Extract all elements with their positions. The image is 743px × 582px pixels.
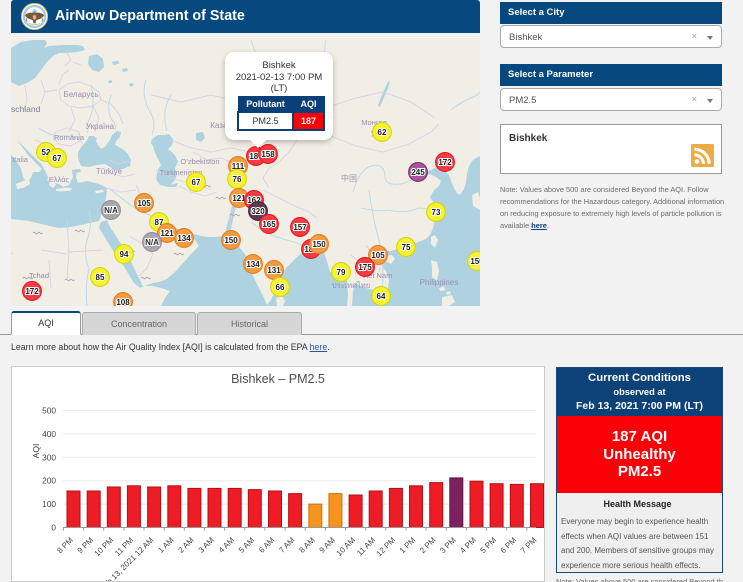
svg-text:7 PM: 7 PM [519, 535, 539, 555]
svg-text:121: 121 [160, 229, 174, 238]
svg-text:Беларусь: Беларусь [64, 90, 99, 99]
svg-text:105: 105 [137, 199, 151, 208]
svg-text:1 PM: 1 PM [398, 535, 418, 555]
svg-text:6 AM: 6 AM [257, 535, 276, 554]
svg-text:schland: schland [11, 104, 41, 114]
svg-text:105: 105 [371, 251, 385, 260]
svg-text:2 PM: 2 PM [418, 535, 438, 555]
svg-text:134: 134 [177, 234, 191, 243]
svg-text:157: 157 [293, 223, 307, 232]
svg-text:5 PM: 5 PM [478, 535, 498, 555]
svg-text:172: 172 [25, 287, 39, 296]
svg-text:121: 121 [232, 194, 246, 203]
svg-text:Italia: Italia [12, 155, 29, 164]
svg-text:85: 85 [96, 273, 105, 282]
svg-text:5 AM: 5 AM [237, 535, 256, 554]
svg-text:64: 64 [377, 292, 386, 301]
svg-text:10 AM: 10 AM [335, 535, 358, 558]
svg-text:Монгол: Монгол [361, 118, 387, 127]
svg-text:2 AM: 2 AM [177, 535, 196, 554]
svg-text:111: 111 [232, 162, 245, 171]
svg-text:中国: 中国 [341, 173, 357, 183]
svg-text:175: 175 [358, 263, 372, 272]
svg-text:Philippines: Philippines [420, 278, 459, 287]
svg-text:66: 66 [276, 283, 285, 292]
svg-text:12 PM: 12 PM [375, 535, 398, 558]
svg-text:Türkmenistan: Türkmenistan [160, 170, 203, 177]
svg-text:100: 100 [42, 499, 56, 509]
svg-text:N/A: N/A [104, 206, 118, 215]
svg-text:150: 150 [470, 257, 480, 266]
svg-text:150: 150 [224, 236, 238, 245]
svg-text:Niger: Niger [11, 250, 12, 259]
svg-text:73: 73 [432, 208, 441, 217]
svg-text:11 AM: 11 AM [355, 535, 377, 557]
svg-text:3 AM: 3 AM [197, 535, 216, 554]
svg-text:162: 162 [247, 196, 261, 205]
svg-text:76: 76 [233, 175, 242, 184]
svg-text:400: 400 [42, 429, 56, 439]
svg-text:67: 67 [192, 178, 201, 187]
svg-text:131: 131 [267, 266, 281, 275]
svg-text:O’zbekiston: O’zbekiston [180, 157, 219, 166]
svg-text:ประเทศไทย: ประเทศไทย [332, 281, 370, 290]
svg-text:6 PM: 6 PM [499, 535, 519, 555]
svg-text:3 PM: 3 PM [438, 535, 458, 555]
svg-text:300: 300 [42, 452, 56, 462]
svg-text:8 AM: 8 AM [297, 535, 316, 554]
svg-text:Türkiye: Türkiye [96, 167, 123, 176]
svg-text:4 AM: 4 AM [217, 535, 236, 554]
svg-text:67: 67 [53, 154, 62, 163]
svg-text:87: 87 [155, 218, 164, 227]
svg-text:Ελλάς: Ελλάς [49, 175, 70, 184]
svg-text:245: 245 [411, 168, 425, 177]
svg-text:172: 172 [438, 158, 452, 167]
svg-text:79: 79 [337, 268, 346, 277]
svg-text:0: 0 [51, 523, 56, 533]
svg-text:187: 187 [249, 152, 263, 161]
svg-text:Romănia: Romănia [54, 133, 85, 142]
svg-text:10 PM: 10 PM [92, 535, 115, 558]
svg-text:Tchad: Tchad [29, 271, 49, 280]
svg-text:Viêt Nam: Viêt Nam [362, 271, 393, 280]
svg-text:4 PM: 4 PM [458, 535, 478, 555]
svg-text:165: 165 [262, 220, 276, 229]
svg-text:7 AM: 7 AM [277, 535, 296, 554]
svg-text:AQI: AQI [31, 444, 41, 459]
svg-text:52: 52 [42, 148, 51, 157]
svg-text:108: 108 [116, 298, 130, 306]
svg-text:500: 500 [42, 406, 56, 416]
svg-text:94: 94 [120, 250, 129, 259]
svg-text:158: 158 [261, 150, 275, 159]
svg-text:150: 150 [312, 240, 326, 249]
svg-text:8 PM: 8 PM [55, 535, 75, 555]
svg-text:320: 320 [251, 207, 265, 216]
svg-text:134: 134 [246, 260, 260, 269]
svg-text:1 AM: 1 AM [156, 535, 175, 554]
svg-text:62: 62 [378, 128, 387, 137]
svg-text:Україна: Україна [86, 122, 115, 131]
svg-text:Bishkek – PM2.5: Bishkek – PM2.5 [231, 372, 325, 386]
svg-text:200: 200 [42, 476, 56, 486]
svg-text:N/A: N/A [145, 238, 159, 247]
svg-text:75: 75 [402, 243, 411, 252]
